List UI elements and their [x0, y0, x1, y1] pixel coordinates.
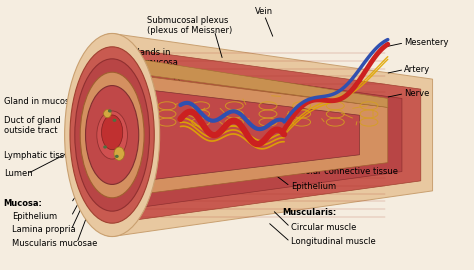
- Ellipse shape: [85, 86, 139, 184]
- Ellipse shape: [101, 115, 123, 150]
- Text: Epithelium: Epithelium: [12, 212, 57, 221]
- Text: Longitudinal muscle: Longitudinal muscle: [291, 237, 376, 247]
- Text: Lamina propria: Lamina propria: [12, 225, 75, 234]
- Ellipse shape: [104, 110, 111, 118]
- Ellipse shape: [108, 109, 112, 113]
- Text: Muscularis mucosae: Muscularis mucosae: [12, 239, 97, 248]
- Text: Glands in
submucosa: Glands in submucosa: [131, 48, 179, 67]
- Text: Lumen: Lumen: [4, 169, 32, 178]
- Polygon shape: [88, 59, 402, 211]
- Text: Mesentery: Mesentery: [404, 38, 449, 47]
- Text: Artery: Artery: [404, 65, 430, 74]
- Polygon shape: [73, 33, 433, 237]
- Text: Submucosal plexus
(plexus of Meissner): Submucosal plexus (plexus of Meissner): [147, 16, 233, 35]
- Polygon shape: [101, 86, 359, 184]
- Text: Vein: Vein: [255, 7, 273, 16]
- Text: Circular muscle: Circular muscle: [291, 223, 356, 232]
- Ellipse shape: [113, 119, 117, 122]
- Polygon shape: [96, 72, 388, 198]
- Text: Nerve: Nerve: [404, 89, 429, 98]
- Ellipse shape: [114, 147, 124, 160]
- Polygon shape: [126, 59, 388, 107]
- Text: Myenteric plexus: Myenteric plexus: [284, 126, 356, 136]
- Text: Epithelium: Epithelium: [291, 182, 337, 191]
- Text: Muscularis:: Muscularis:: [282, 208, 336, 217]
- Text: Gland in mucosa: Gland in mucosa: [4, 97, 74, 106]
- Text: Serosa:: Serosa:: [282, 153, 318, 162]
- Ellipse shape: [103, 146, 107, 148]
- Text: Mucosa:: Mucosa:: [4, 199, 43, 208]
- Polygon shape: [81, 47, 421, 223]
- Text: Duct of gland
outside tract: Duct of gland outside tract: [4, 116, 61, 135]
- Ellipse shape: [115, 155, 118, 158]
- Text: Submucosa: Submucosa: [74, 73, 128, 82]
- Ellipse shape: [80, 72, 144, 198]
- Ellipse shape: [75, 59, 149, 211]
- Ellipse shape: [70, 47, 154, 223]
- Ellipse shape: [97, 111, 128, 159]
- Ellipse shape: [64, 33, 160, 237]
- Text: Lymphatic tissue: Lymphatic tissue: [4, 151, 74, 160]
- Text: Areolar connective tissue: Areolar connective tissue: [291, 167, 398, 176]
